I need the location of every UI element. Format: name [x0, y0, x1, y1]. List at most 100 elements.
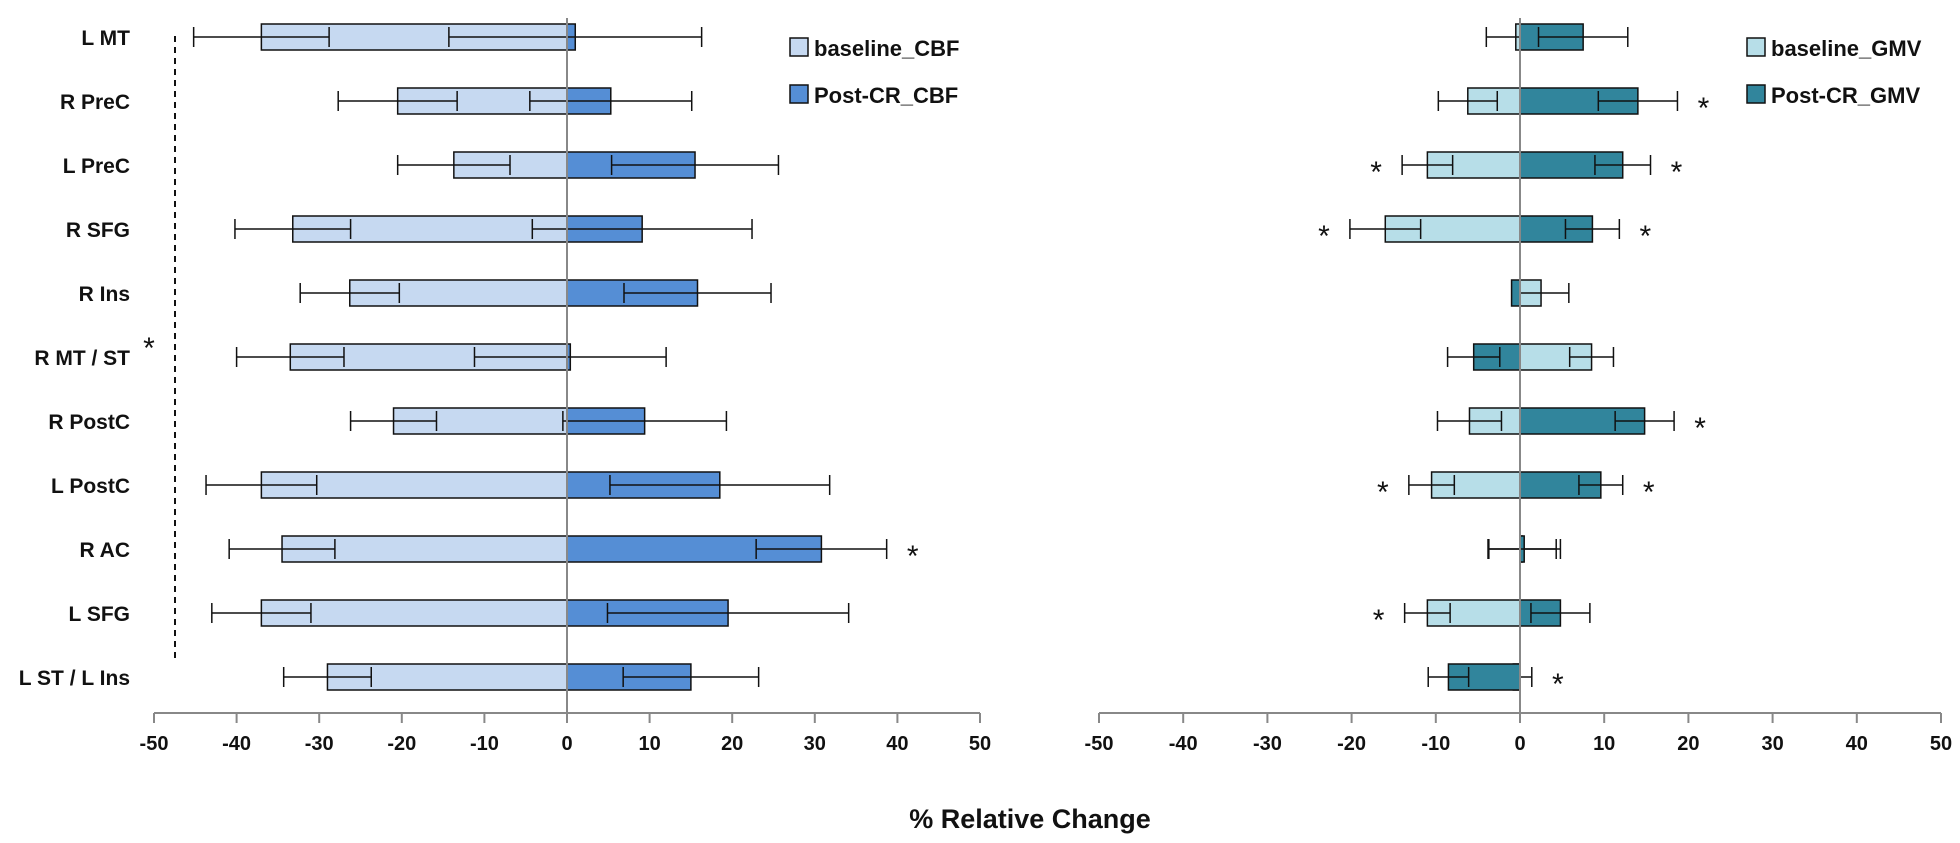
gmv-baseline-error-bar — [1408, 475, 1456, 495]
cbf-legend-swatch-baseline — [789, 37, 809, 57]
gmv-tick-label: 10 — [1593, 733, 1615, 755]
cbf-baseline-error-bar — [396, 155, 511, 175]
gmv-baseline-error-bar — [1436, 411, 1503, 431]
gmv-legend-swatch-baseline — [1746, 37, 1766, 57]
region-label-r-mt-st: R MT / ST — [34, 347, 130, 370]
cbf-post-error-bar — [562, 411, 728, 431]
cbf-baseline-error-bar — [337, 91, 458, 111]
region-label-l-st-l-ins: L ST / L Ins — [19, 667, 130, 690]
gmv-post-error-bar — [1597, 91, 1679, 111]
cbf-post-error-bar — [473, 347, 667, 367]
region-label-l-sfg: L SFG — [69, 603, 130, 626]
cbf-baseline-error-bar — [211, 603, 312, 623]
cbf-post-error-bar — [610, 155, 780, 175]
cbf-post-error-bar — [755, 539, 888, 559]
cbf-legend-swatch-post — [789, 84, 809, 104]
gmv-significance-star: * — [1370, 156, 1382, 189]
cbf-baseline-error-bar — [228, 539, 336, 559]
cbf-tick-label: -40 — [222, 733, 251, 755]
gmv-significance-star: * — [1698, 92, 1710, 125]
gmv-significance-star: * — [1552, 668, 1564, 701]
cbf-tick-label: 50 — [969, 733, 991, 755]
cbf-baseline-error-bar — [349, 411, 438, 431]
gmv-post-bar-r-prec — [1519, 87, 1639, 115]
gmv-baseline-error-bar — [1437, 91, 1499, 111]
cbf-tick-label: -10 — [470, 733, 499, 755]
cbf-tick-label: 40 — [886, 733, 908, 755]
gmv-tick-label: 50 — [1930, 733, 1952, 755]
gmv-significance-star: * — [1373, 604, 1385, 637]
gmv-baseline-error-bar — [1401, 155, 1454, 175]
gmv-post-error-bar — [1446, 347, 1501, 367]
cbf-post-error-bar — [531, 219, 753, 239]
cbf-tick-label: -50 — [140, 733, 169, 755]
cbf-post-error-bar — [622, 667, 760, 687]
gmv-significance-star: * — [1318, 220, 1330, 253]
gmv-tick-label: 40 — [1846, 733, 1868, 755]
gmv-post-error-bar — [1530, 603, 1591, 623]
cbf-significance-star: * — [907, 540, 919, 573]
gmv-baseline-error-bar — [1349, 219, 1422, 239]
x-axis-title: % Relative Change — [909, 804, 1151, 834]
gmv-post-error-bar — [1487, 539, 1562, 559]
cbf-post-error-bar — [529, 91, 693, 111]
cbf-tick-label: -20 — [387, 733, 416, 755]
gmv-significance-star: * — [1643, 476, 1655, 509]
gmv-significance-star: * — [1671, 156, 1683, 189]
cbf-panel: -50 -40 -30 -20 -10 0 10 20 30 40 50 L MT R PreC L Pr… — [19, 18, 991, 755]
gmv-tick-label: 0 — [1514, 733, 1525, 755]
cbf-baseline-error-bar — [192, 27, 330, 47]
gmv-baseline-error-bar — [1568, 347, 1615, 367]
cbf-baseline-error-bar — [234, 219, 352, 239]
cbf-post-error-bar — [606, 603, 850, 623]
gmv-post-error-bar — [1564, 219, 1621, 239]
cbf-post-error-bar — [609, 475, 831, 495]
cbf-legend-label-baseline: baseline_CBF — [814, 36, 960, 61]
cbf-baseline-error-bar — [205, 475, 318, 495]
cbf-tick-label: -30 — [305, 733, 334, 755]
gmv-legend-label-post: Post-CR_GMV — [1771, 83, 1920, 108]
gmv-tick-label: -10 — [1421, 733, 1450, 755]
region-label-r-postc: R PostC — [48, 411, 130, 434]
gmv-post-error-bar — [1594, 155, 1652, 175]
cbf-baseline-error-bar — [282, 667, 372, 687]
gmv-tick-label: -20 — [1337, 733, 1366, 755]
cbf-tick-label: 10 — [638, 733, 660, 755]
gmv-tick-label: 30 — [1761, 733, 1783, 755]
cbf-tick-label: 30 — [804, 733, 826, 755]
region-label-r-prec: R PreC — [60, 91, 130, 114]
gmv-post-error-bar — [1614, 411, 1675, 431]
cbf-legend-label-post: Post-CR_CBF — [814, 83, 958, 108]
region-label-r-sfg: R SFG — [66, 219, 130, 242]
gmv-baseline-error-bar — [1403, 603, 1451, 623]
gmv-significance-star: * — [1377, 476, 1389, 509]
cbf-tick-label: 20 — [721, 733, 743, 755]
gmv-tick-label: -40 — [1169, 733, 1198, 755]
gmv-post-error-bar — [1427, 667, 1470, 687]
region-label-r-ins: R Ins — [79, 283, 130, 306]
bracket-star: * — [143, 332, 155, 365]
gmv-post-bar-r-ins — [1510, 279, 1521, 307]
cbf-tick-label: 0 — [561, 733, 572, 755]
gmv-legend-label-baseline: baseline_GMV — [1771, 36, 1922, 61]
cbf-post-error-bar — [623, 283, 772, 303]
gmv-post-error-bar — [1578, 475, 1624, 495]
cbf-baseline-bar-l-sfg — [260, 599, 568, 627]
region-label-l-mt: L MT — [81, 27, 130, 50]
region-label-l-postc: L PostC — [51, 475, 130, 498]
gmv-tick-label: 20 — [1677, 733, 1699, 755]
cbf-post-error-bar — [448, 27, 703, 47]
gmv-tick-label: -50 — [1085, 733, 1114, 755]
region-label-l-prec: L PreC — [63, 155, 130, 178]
gmv-post-error-bar — [1537, 27, 1629, 47]
gmv-legend-swatch-post — [1746, 84, 1766, 104]
cbf-baseline-error-bar — [299, 283, 401, 303]
gmv-tick-label: -30 — [1253, 733, 1282, 755]
region-label-r-ac: R AC — [79, 539, 130, 562]
gmv-significance-star: * — [1694, 412, 1706, 445]
gmv-significance-star: * — [1640, 220, 1652, 253]
gmv-panel: -50 -40 -30 -20 -10 0 10 20 30 40 50 * * * * * * * * * * base… — [1085, 18, 1952, 755]
cbf-baseline-error-bar — [235, 347, 345, 367]
